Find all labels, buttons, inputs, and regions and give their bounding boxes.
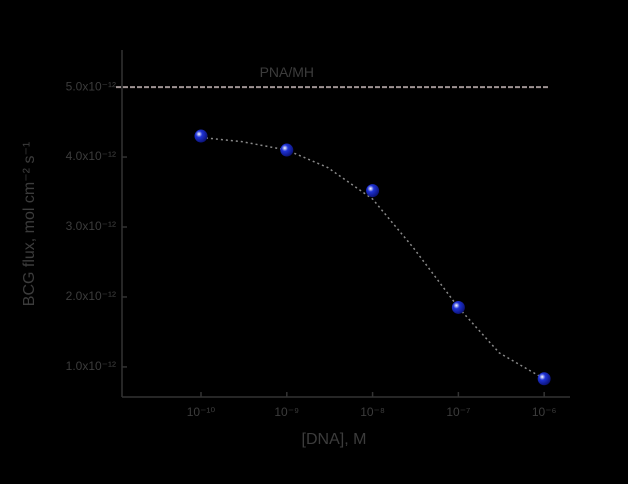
y-tick-label: 3.0x10⁻¹² [66, 219, 116, 233]
x-tick-label: 10⁻¹⁰ [187, 405, 216, 419]
data-point [537, 372, 551, 386]
data-point [366, 184, 380, 198]
y-tick-label: 4.0x10⁻¹² [66, 149, 116, 163]
x-axis-title: [DNA], M [302, 431, 367, 448]
x-tick-label: 10⁻⁸ [360, 405, 385, 419]
reference-label: PNA/MH [260, 64, 314, 80]
data-point [194, 129, 208, 143]
x-tick-label: 10⁻⁹ [274, 405, 299, 419]
y-axis-title: BCG flux, mol cm⁻² s⁻¹ [21, 142, 38, 306]
y-tick-label: 1.0x10⁻¹² [66, 359, 116, 373]
x-tick-label: 10⁻⁶ [532, 405, 557, 419]
data-point [451, 300, 465, 314]
fit-curve [200, 136, 545, 380]
x-tick-label: 10⁻⁷ [446, 405, 470, 419]
y-tick-label: 2.0x10⁻¹² [66, 289, 116, 303]
y-tick-label: 5.0x10⁻¹² [66, 79, 116, 93]
data-point [280, 143, 294, 157]
